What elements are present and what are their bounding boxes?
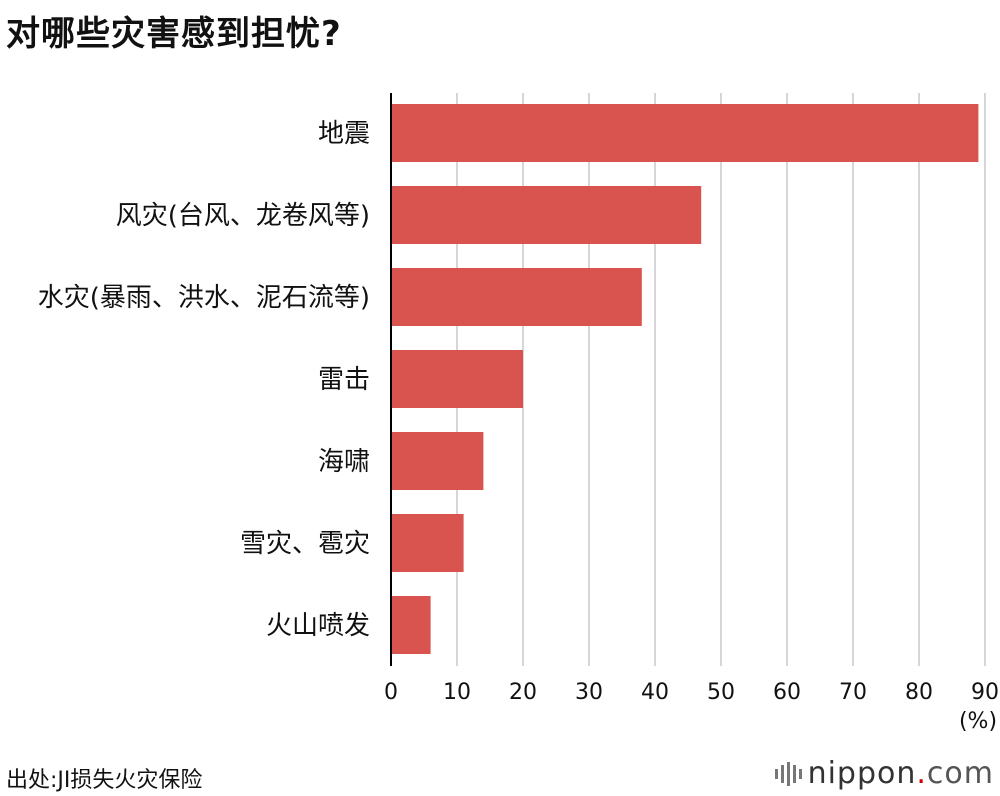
- bar: [391, 268, 642, 326]
- bar: [391, 104, 979, 162]
- x-tick-label: 80: [905, 680, 933, 705]
- category-label: 水灾(暴雨、洪水、泥石流等): [38, 283, 370, 313]
- x-tick-label: 10: [443, 680, 471, 705]
- nippon-logo-bars-icon: [774, 761, 802, 786]
- bar: [391, 350, 523, 408]
- brand-dot: .: [916, 756, 927, 791]
- x-tick-label: 90: [971, 680, 999, 705]
- chart-title: 对哪些灾害感到担忧?: [6, 14, 342, 54]
- source-note: 出处:JI损失火灾保险: [6, 768, 203, 793]
- bars: [391, 104, 979, 654]
- x-tick-label: 30: [575, 680, 603, 705]
- category-label: 雷击: [318, 365, 370, 395]
- x-tick-label: 60: [773, 680, 801, 705]
- bar: [391, 432, 484, 490]
- x-tick-label: 20: [509, 680, 537, 705]
- bar: [391, 186, 702, 244]
- category-label: 雪灾、雹灾: [240, 529, 370, 559]
- bar: [391, 514, 464, 572]
- x-unit-label: (%): [959, 709, 997, 734]
- bar: [391, 596, 431, 654]
- brand-suffix: com: [926, 756, 994, 791]
- x-tick-label: 40: [641, 680, 669, 705]
- grid-lines: [456, 93, 986, 666]
- category-label: 地震: [318, 119, 370, 149]
- brand-logo: nippon. com: [774, 756, 994, 791]
- x-tick-label: 50: [707, 680, 735, 705]
- x-tick-label: 70: [839, 680, 867, 705]
- brand-name: nippon: [807, 756, 917, 791]
- x-tick-label: 0: [384, 680, 398, 705]
- category-label: 火山喷发: [266, 611, 370, 641]
- category-label: 风灾(台风、龙卷风等): [116, 201, 370, 231]
- x-tick-labels: 0 10 20 30 40 50 60 70 80 90: [384, 680, 999, 705]
- category-label: 海啸: [318, 447, 370, 477]
